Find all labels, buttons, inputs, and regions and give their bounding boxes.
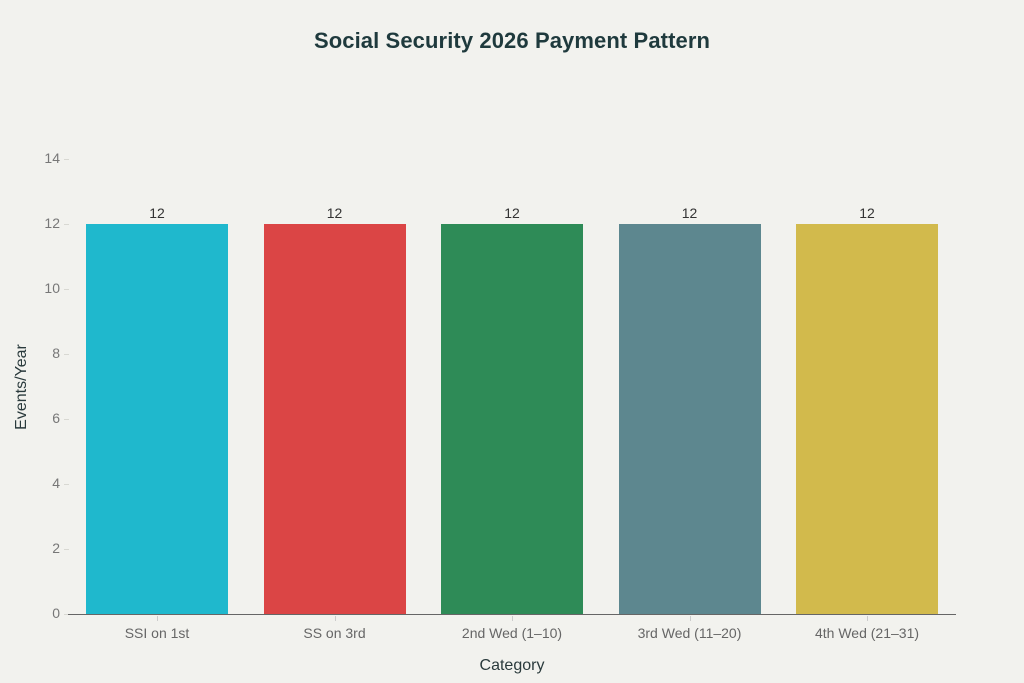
y-tick-label: 14 <box>44 150 60 166</box>
y-tick-mark <box>64 159 69 160</box>
y-tick-label: 4 <box>52 475 60 491</box>
x-tick-mark <box>867 616 868 621</box>
bar-value-label: 12 <box>149 205 165 221</box>
x-tick-label: SS on 3rd <box>303 625 366 641</box>
x-tick-mark <box>334 616 336 621</box>
x-tick-mark <box>689 616 691 621</box>
x-axis-label: Category <box>479 657 545 674</box>
bar-1 <box>86 224 228 614</box>
y-tick-label: 0 <box>52 605 60 621</box>
bar-value-label: 12 <box>859 205 875 221</box>
y-tick-mark <box>64 354 69 355</box>
y-tick-label: 2 <box>52 540 60 556</box>
y-tick-mark <box>64 289 69 290</box>
bar-4 <box>618 224 761 614</box>
bar-value-label: 12 <box>681 205 698 221</box>
y-tick-mark <box>64 484 69 485</box>
x-tick-label: 4th Wed (21–31) <box>814 625 920 641</box>
x-tick-label: 2nd Wed (1–10) <box>461 625 563 641</box>
bar-value-label: 12 <box>326 205 343 221</box>
y-tick-mark <box>64 549 69 550</box>
bar-5 <box>796 224 938 614</box>
bar-3 <box>441 224 583 614</box>
chart-title: Social Security 2026 Payment Pattern <box>313 28 711 53</box>
y-tick-label: 8 <box>52 345 60 361</box>
x-tick-label: SSI on 1st <box>124 625 190 641</box>
y-tick-mark <box>64 419 69 420</box>
x-tick-label: 3rd Wed (11–20) <box>637 625 742 641</box>
y-tick-mark <box>64 224 69 225</box>
bar-2 <box>263 224 406 614</box>
x-tick-mark <box>512 616 513 621</box>
y-tick-mark <box>64 614 69 615</box>
x-tick-mark <box>157 616 158 621</box>
x-axis-line <box>68 614 956 615</box>
y-tick-label: 6 <box>52 410 60 426</box>
y-tick-label: 10 <box>44 280 60 296</box>
bar-value-label: 12 <box>504 205 520 221</box>
y-tick-label: 12 <box>44 215 60 231</box>
